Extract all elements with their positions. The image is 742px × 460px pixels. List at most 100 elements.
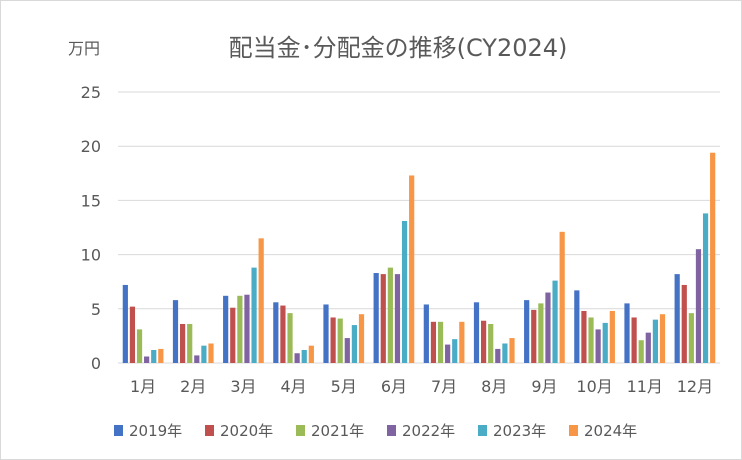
unit-label: 万円: [68, 39, 100, 58]
x-tick-label: 6月: [381, 377, 407, 396]
bar-2019年-9月: [524, 300, 530, 363]
y-tick-label: 10: [81, 246, 101, 265]
bar-2021年-1月: [136, 329, 143, 363]
legend-label: 2023年: [493, 422, 546, 440]
legend-label: 2020年: [220, 422, 273, 440]
bar-2020年-6月: [380, 274, 386, 363]
bar-2022年-9月: [545, 292, 551, 363]
bar-2023年-1月: [151, 349, 157, 363]
legend-label: 2021年: [311, 422, 364, 440]
x-tick-label: 5月: [331, 377, 357, 396]
bar-2021年-6月: [387, 267, 393, 363]
bar-2020年-5月: [330, 317, 336, 363]
bar-2022年-8月: [495, 348, 501, 363]
bar-2020年-2月: [180, 323, 186, 363]
bar-2021年-4月: [287, 313, 293, 363]
bar-2023年-9月: [552, 280, 558, 363]
bar-2020年-10月: [581, 310, 587, 363]
bar-2021年-2月: [187, 323, 193, 363]
x-tick-label: 8月: [481, 377, 507, 396]
bar-2020年-11月: [631, 317, 637, 363]
bar-2020年-9月: [531, 309, 537, 363]
bar-2021年-10月: [588, 317, 594, 363]
legend-swatch-2019年: [114, 425, 123, 436]
bar-2022年-5月: [344, 338, 350, 363]
bar-2024年-9月: [559, 231, 565, 363]
bar-2019年-11月: [624, 303, 630, 363]
bar-2020年-8月: [481, 320, 487, 363]
x-tick-label: 7月: [431, 377, 457, 396]
bar-2019年-4月: [273, 302, 279, 363]
bar-2024年-2月: [208, 343, 214, 363]
bar-2022年-2月: [194, 355, 200, 363]
x-tick-label: 1月: [130, 377, 156, 396]
y-tick-label: 20: [81, 137, 101, 156]
bar-2021年-9月: [538, 303, 544, 363]
x-tick-label: 4月: [280, 377, 306, 396]
bar-2024年-6月: [409, 175, 415, 363]
bar-2021年-11月: [638, 340, 644, 363]
bar-2020年-1月: [129, 306, 136, 363]
x-tick-label: 12月: [677, 377, 713, 396]
legend-swatch-2024年: [569, 425, 578, 436]
bar-2022年-4月: [294, 353, 300, 363]
bar-2023年-2月: [201, 345, 207, 363]
bar-2022年-3月: [244, 294, 250, 363]
bar-2024年-12月: [710, 152, 716, 363]
bar-2020年-12月: [681, 284, 687, 363]
bar-2023年-4月: [301, 349, 307, 363]
bar-2021年-5月: [337, 318, 343, 363]
bar-2024年-7月: [459, 321, 465, 363]
bar-2019年-5月: [323, 304, 329, 363]
bar-2024年-8月: [509, 338, 515, 363]
bar-2024年-1月: [158, 348, 164, 363]
x-tick-label: 3月: [230, 377, 256, 396]
bar-2019年-8月: [473, 302, 480, 363]
x-tick-label: 10月: [576, 377, 612, 396]
bar-2023年-6月: [401, 220, 408, 363]
bar-2023年-10月: [602, 322, 608, 363]
bar-2019年-3月: [223, 295, 229, 363]
y-tick-label: 15: [81, 191, 101, 210]
bar-2021年-3月: [237, 295, 243, 363]
x-tick-label: 9月: [531, 377, 557, 396]
bar-2023年-7月: [452, 339, 458, 363]
chart-title: 配当金･分配金の推移(CY2024): [229, 34, 568, 62]
bar-2019年-1月: [122, 284, 128, 363]
legend-label: 2022年: [402, 422, 455, 440]
bar-2022年-12月: [695, 249, 702, 363]
bar-2024年-4月: [308, 345, 314, 363]
y-axis-ticks: 0 5 10 15 20 25: [81, 83, 101, 373]
bar-2019年-10月: [574, 290, 580, 363]
bar-2023年-12月: [702, 213, 709, 363]
bar-2024年-5月: [358, 314, 365, 363]
x-tick-label: 11月: [627, 377, 663, 396]
bar-2022年-7月: [445, 344, 451, 363]
bar-2024年-11月: [659, 314, 666, 363]
bar-2023年-8月: [502, 343, 508, 363]
x-axis-ticks: 1月 2月 3月 4月 5月 6月 7月 8月 9月 10月 11月 12月: [130, 377, 713, 396]
bar-2023年-11月: [652, 319, 658, 363]
bar-2024年-3月: [258, 238, 264, 363]
bar-2024年-10月: [609, 310, 615, 363]
bar-2021年-12月: [688, 313, 694, 363]
bar-2022年-1月: [144, 356, 150, 363]
bars: [122, 152, 716, 363]
bar-2021年-8月: [488, 323, 494, 363]
bar-2019年-12月: [674, 274, 680, 363]
y-tick-label: 0: [91, 354, 101, 373]
bar-2020年-3月: [230, 307, 236, 363]
bar-2023年-5月: [351, 325, 357, 363]
y-tick-label: 5: [91, 300, 101, 319]
bar-2019年-7月: [423, 304, 429, 363]
bar-2022年-10月: [595, 329, 601, 363]
legend-swatch-2023年: [478, 425, 487, 436]
legend: 2019年 2020年 2021年 2022年 2023年 2024年: [114, 422, 637, 440]
legend-swatch-2021年: [296, 425, 305, 436]
gridlines: [118, 91, 720, 364]
legend-swatch-2022年: [387, 425, 396, 436]
legend-label: 2024年: [584, 422, 637, 440]
y-tick-label: 25: [81, 83, 101, 102]
bar-2023年-3月: [251, 267, 257, 363]
